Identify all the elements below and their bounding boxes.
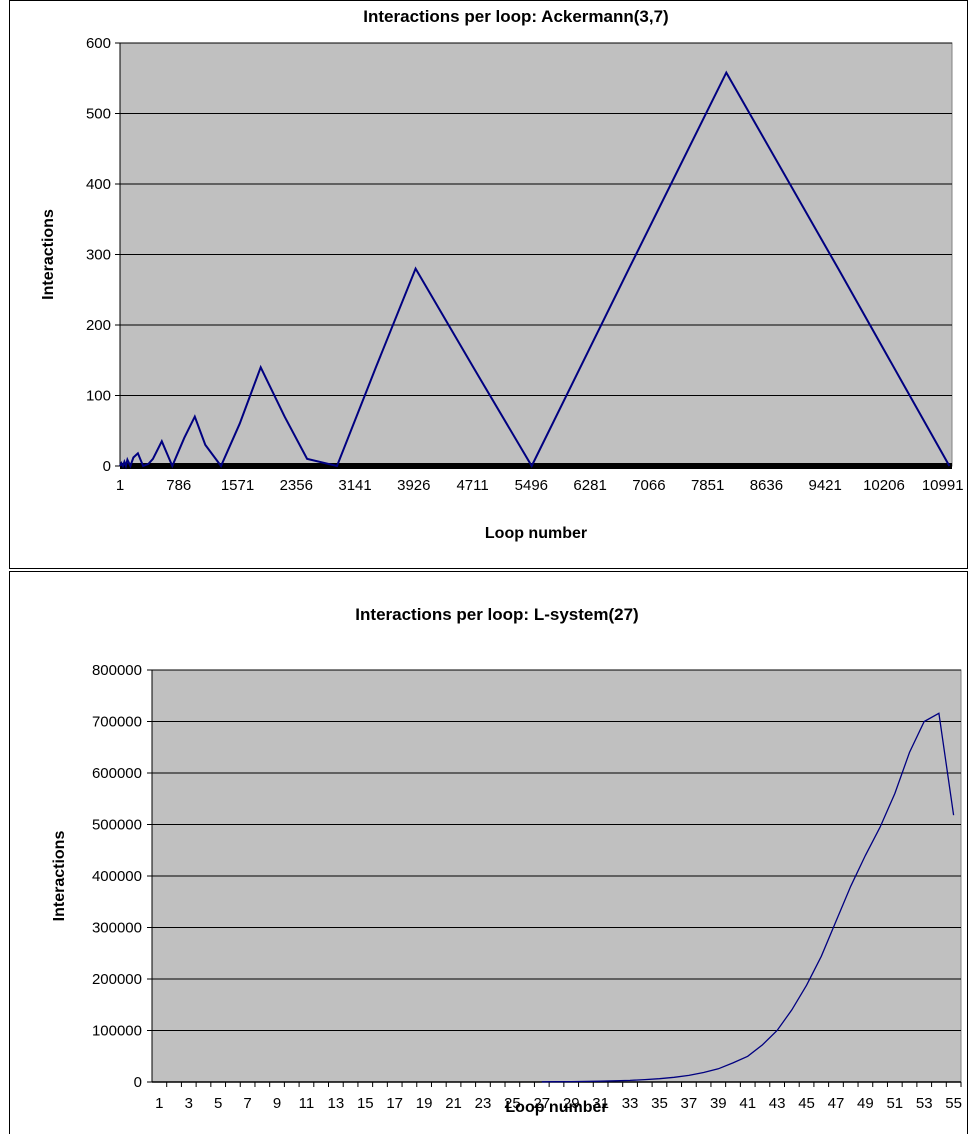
x-tick-label: 3141	[338, 477, 371, 494]
y-axis-label: Interactions	[51, 831, 68, 922]
x-tick-label: 37	[681, 1095, 698, 1112]
y-tick-label: 300000	[92, 920, 142, 937]
x-tick-label: 10206	[863, 477, 905, 494]
y-tick-label: 200	[86, 317, 111, 334]
y-tick-label: 300	[86, 247, 111, 264]
y-tick-label: 400	[86, 176, 111, 193]
x-tick-label: 7	[243, 1095, 251, 1112]
x-tick-label: 15	[357, 1095, 374, 1112]
x-tick-label: 5	[214, 1095, 222, 1112]
ackermann-chart: Interactions per loop: Ackermann(3,7) 0 10…	[40, 7, 964, 542]
y-tick-label: 800000	[92, 662, 142, 679]
x-tick-label: 53	[916, 1095, 933, 1112]
x-tick-label: 55	[945, 1095, 962, 1112]
x-tick-label: 17	[386, 1095, 403, 1112]
x-tick-label: 7851	[691, 477, 724, 494]
x-tick-label: 43	[769, 1095, 786, 1112]
series-line	[119, 70, 951, 470]
chart-title: Interactions per loop: Ackermann(3,7)	[363, 7, 668, 26]
y-tick-label: 400000	[92, 868, 142, 885]
ackermann-chart-panel: Interactions per loop: Ackermann(3,7) 0 10…	[9, 0, 968, 569]
y-tick-label: 0	[134, 1074, 142, 1091]
x-tick-label: 45	[798, 1095, 815, 1112]
x-tick-label: 39	[710, 1095, 727, 1112]
x-tick-label: 51	[886, 1095, 903, 1112]
x-tick-label: 1	[116, 477, 124, 494]
x-tick-label: 5496	[515, 477, 548, 494]
y-tick-label: 200000	[92, 971, 142, 988]
y-tick-label: 0	[103, 458, 111, 475]
y-tick-label: 600000	[92, 765, 142, 782]
x-tick-label: 49	[857, 1095, 874, 1112]
x-tick-label: 2356	[280, 477, 313, 494]
x-tick-label: 9421	[808, 477, 841, 494]
x-tick-label: 4711	[456, 477, 488, 494]
series-line	[541, 712, 955, 1083]
x-tick-label: 1	[155, 1095, 163, 1112]
x-tick-label: 786	[166, 477, 191, 494]
x-tick-label: 3926	[397, 477, 430, 494]
x-tick-label: 9	[273, 1095, 281, 1112]
y-tick-label: 100	[86, 388, 111, 405]
x-tick-label: 35	[651, 1095, 668, 1112]
lsystem-chart: Interactions per loop: L-system(27) 0 1000…	[51, 605, 962, 1116]
y-tick-label: 700000	[92, 714, 142, 731]
y-axis-label: Interactions	[40, 209, 57, 300]
x-axis-label: Loop number	[505, 1099, 607, 1116]
y-tick-label: 500000	[92, 817, 142, 834]
chart-title: Interactions per loop: L-system(27)	[355, 605, 638, 624]
x-tick-label: 25	[504, 1095, 521, 1112]
x-tick-label: 31	[592, 1095, 609, 1112]
x-tick-label: 8636	[750, 477, 783, 494]
y-tick-label: 100000	[92, 1023, 142, 1040]
x-tick-label: 1571	[221, 477, 254, 494]
x-tick-label: 21	[445, 1095, 462, 1112]
x-tick-label: 6281	[573, 477, 606, 494]
x-tick-label: 23	[475, 1095, 492, 1112]
x-tick-label: 27	[533, 1095, 550, 1112]
y-tick-label: 600	[86, 35, 111, 52]
x-tick-label: 41	[739, 1095, 756, 1112]
x-tick-label: 7066	[632, 477, 665, 494]
lsystem-chart-panel: Interactions per loop: L-system(27) 0 1000…	[9, 571, 968, 1134]
x-tick-label: 33	[622, 1095, 639, 1112]
x-axis-label: Loop number	[485, 525, 587, 542]
x-tick-label: 10991	[922, 477, 964, 494]
x-tick-label: 47	[828, 1095, 845, 1112]
x-tick-label: 11	[299, 1095, 315, 1112]
x-tick-label: 19	[416, 1095, 433, 1112]
x-tick-label: 3	[185, 1095, 193, 1112]
x-tick-label: 29	[563, 1095, 580, 1112]
x-tick-label: 13	[328, 1095, 345, 1112]
y-tick-label: 500	[86, 106, 111, 123]
